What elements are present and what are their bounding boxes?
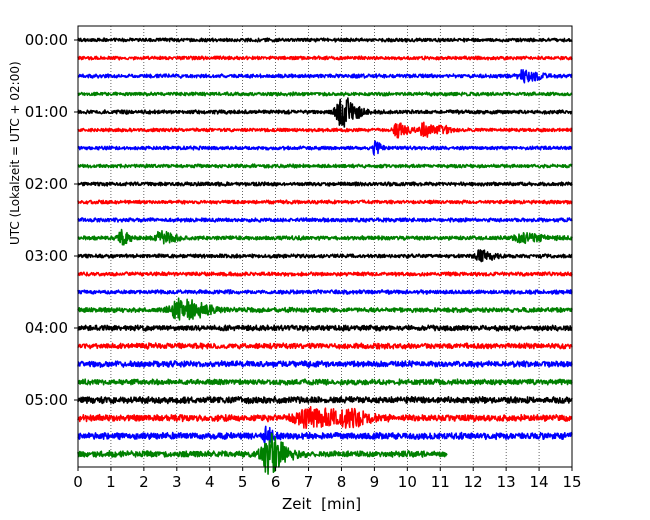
y-tick-label: 00:00 [25, 31, 68, 49]
x-tick-label: 10 [398, 473, 417, 491]
x-tick-label: 0 [73, 473, 83, 491]
trace-row-00-45 [77, 91, 573, 97]
trace-row-04-00 [77, 324, 573, 332]
trace-row-02-30 [77, 217, 573, 223]
trace-row-04-30 [77, 360, 573, 368]
x-axis-label: Zeit [min] [282, 495, 362, 513]
trace-row-02-15 [77, 199, 573, 205]
trace-row-05-30 [77, 425, 573, 444]
trace-row-03-00 [77, 249, 573, 263]
trace-row-01-30 [77, 140, 573, 156]
trace-row-05-45 [77, 432, 448, 475]
trace-row-01-45 [77, 163, 573, 169]
trace-row-00-30 [77, 68, 573, 84]
x-tick-label: 15 [562, 473, 581, 491]
x-tick-label: 2 [139, 473, 149, 491]
trace-row-02-00 [77, 181, 573, 187]
trace-row-01-15 [77, 121, 573, 139]
plot-frame [77, 25, 573, 468]
x-tick-label: 4 [205, 473, 215, 491]
x-tick-label: 3 [172, 473, 182, 491]
seismic-traces [77, 37, 573, 475]
trace-row-03-30 [77, 289, 573, 295]
y-tick-label: 04:00 [25, 319, 68, 337]
x-tick-label: 7 [304, 473, 314, 491]
y-axis: 00:00 01:00 02:00 03:00 04:00 05:00 [25, 31, 78, 409]
trace-row-05-15 [77, 405, 573, 430]
x-tick-label: 13 [497, 473, 516, 491]
x-tick-label: 9 [370, 473, 380, 491]
x-tick-label: 14 [530, 473, 549, 491]
trace-row-01-00 [77, 97, 573, 128]
trace-row-04-45 [77, 378, 573, 386]
y-axis-label: UTC (Lokalzeit = UTC + 02:00) [8, 61, 22, 245]
y-tick-label: 03:00 [25, 247, 68, 265]
x-tick-label: 6 [271, 473, 281, 491]
trace-row-00-00 [77, 37, 573, 43]
trace-row-05-00 [77, 395, 573, 405]
trace-row-00-15 [77, 55, 573, 61]
y-tick-label: 02:00 [25, 175, 68, 193]
trace-row-02-45 [77, 228, 573, 246]
x-axis: 0 1 2 3 4 5 6 7 8 9 10 11 12 13 14 15 [73, 467, 582, 491]
trace-row-04-15 [77, 342, 573, 350]
trace-row-03-45 [77, 297, 573, 321]
x-tick-label: 1 [106, 473, 116, 491]
y-tick-label: 01:00 [25, 103, 68, 121]
x-tick-label: 12 [464, 473, 483, 491]
y-tick-label: 05:00 [25, 391, 68, 409]
x-tick-label: 8 [337, 473, 347, 491]
x-tick-label: 11 [431, 473, 450, 491]
trace-row-03-15 [77, 271, 573, 277]
x-tick-label: 5 [238, 473, 248, 491]
